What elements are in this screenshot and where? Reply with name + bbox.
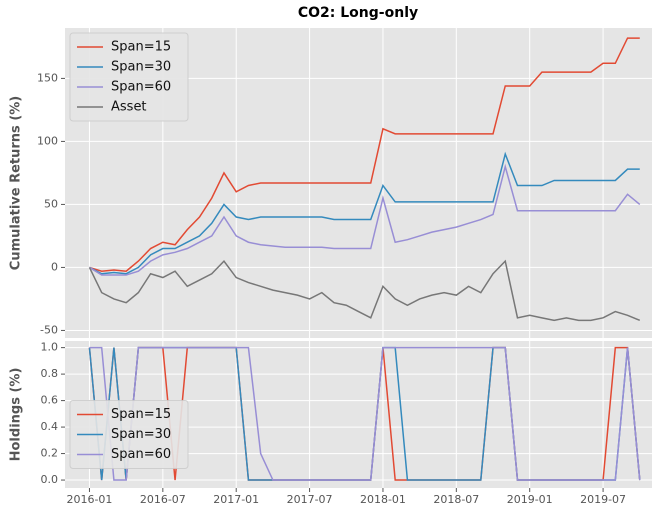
y-axis-label: Cumulative Returns (%): [9, 96, 24, 270]
y-tick-label: 0.0: [41, 473, 59, 486]
y-tick-label: 150: [37, 71, 58, 84]
x-tick-label: 2017-01: [213, 493, 259, 506]
x-tick-label: 2016-01: [66, 493, 112, 506]
x-tick-label: 2018-01: [360, 493, 406, 506]
legend-label: Span=15: [111, 407, 171, 422]
y-tick-label: 0.6: [41, 394, 59, 407]
y-tick-label: 0: [51, 260, 58, 273]
legend-label: Span=30: [111, 427, 171, 442]
y-axis-label: Holdings (%): [9, 368, 24, 462]
y-tick-label: 50: [44, 197, 58, 210]
x-tick-label: 2017-07: [287, 493, 333, 506]
x-tick-label: 2019-01: [507, 493, 553, 506]
line: [89, 346, 641, 481]
legend-label: Span=60: [111, 447, 171, 462]
y-tick-label: 0.4: [41, 420, 59, 433]
y-tick-label: -50: [40, 323, 58, 336]
x-tick-label: 2018-07: [433, 493, 479, 506]
chart-title: CO2: Long-only: [298, 5, 418, 21]
line: [89, 151, 640, 275]
line: [89, 163, 641, 276]
legend-label: Asset: [111, 100, 147, 115]
legend: [69, 32, 189, 122]
legend-label: Span=15: [111, 40, 171, 55]
y-tick-label: 0.8: [41, 367, 59, 380]
legend-label: Span=60: [111, 80, 171, 95]
legend: [69, 400, 189, 469]
y-tick-label: 1.0: [41, 341, 59, 354]
x-tick-label: 2016-07: [140, 493, 186, 506]
legend-label: Span=30: [111, 60, 171, 75]
line: [88, 259, 641, 322]
x-tick-label: 2019-07: [580, 493, 626, 506]
y-tick-label: 100: [37, 134, 58, 147]
y-tick-label: 0.2: [41, 447, 59, 460]
line: [89, 37, 640, 272]
